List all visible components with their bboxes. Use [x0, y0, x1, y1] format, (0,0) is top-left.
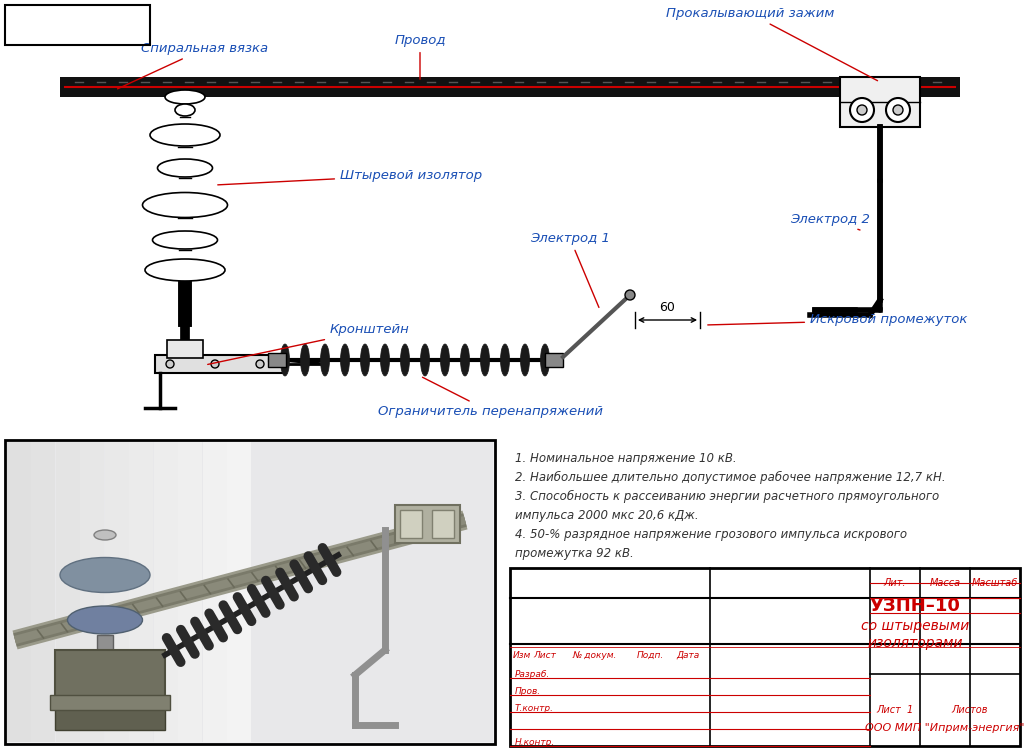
Text: 3. Способность к рассеиванию энергии расчетного прямоугольного: 3. Способность к рассеиванию энергии рас…	[515, 490, 939, 503]
Text: Провод: Провод	[394, 34, 445, 80]
Bar	[129, 442, 153, 742]
Text: УЗПН–10: УЗПН–10	[869, 597, 961, 615]
Ellipse shape	[461, 344, 469, 376]
Text: промежутка 92 кВ.: промежутка 92 кВ.	[515, 547, 634, 560]
Text: Листов: Листов	[951, 705, 988, 715]
Bar	[154, 442, 178, 742]
Bar	[80, 442, 104, 742]
Ellipse shape	[421, 344, 429, 376]
Text: Подп.: Подп.	[636, 650, 664, 659]
Bar	[840, 77, 920, 127]
Circle shape	[850, 98, 874, 122]
Text: Спиральная вязка: Спиральная вязка	[118, 42, 268, 88]
Circle shape	[256, 360, 264, 368]
Circle shape	[893, 105, 903, 115]
Bar	[155, 355, 285, 373]
Text: Разраб.: Разраб.	[515, 670, 550, 679]
Bar	[55, 695, 165, 730]
Bar	[31, 442, 55, 742]
Ellipse shape	[501, 344, 510, 376]
Bar	[56, 442, 80, 742]
Bar	[5, 5, 150, 45]
Text: Пров.: Пров.	[515, 687, 541, 696]
Bar	[510, 568, 1020, 746]
Ellipse shape	[142, 193, 227, 217]
Circle shape	[166, 360, 174, 368]
Bar	[7, 442, 31, 742]
Ellipse shape	[300, 344, 309, 376]
Ellipse shape	[153, 231, 217, 249]
Text: Масштаб: Масштаб	[972, 578, 1018, 588]
Bar	[268, 353, 286, 367]
Bar	[105, 442, 129, 742]
Ellipse shape	[321, 344, 330, 376]
Bar	[55, 650, 165, 700]
Text: № докум.: № докум.	[572, 650, 617, 659]
Circle shape	[211, 360, 219, 368]
Ellipse shape	[341, 344, 349, 376]
Text: Лист: Лист	[534, 650, 556, 659]
Text: 60: 60	[659, 301, 676, 314]
Ellipse shape	[68, 606, 142, 634]
Text: Электрод 2: Электрод 2	[790, 214, 869, 230]
Bar	[5, 440, 495, 744]
Ellipse shape	[145, 259, 225, 281]
Text: Н.контр.: Н.контр.	[515, 738, 555, 747]
Text: импульса 2000 мкс 20,6 кДж.: импульса 2000 мкс 20,6 кДж.	[515, 509, 698, 522]
Ellipse shape	[520, 344, 529, 376]
Ellipse shape	[281, 344, 290, 376]
Text: Прокалывающий зажим: Прокалывающий зажим	[666, 7, 878, 81]
Text: Кронштейн: Кронштейн	[208, 323, 410, 364]
Bar	[400, 510, 422, 538]
Bar	[0, 0, 1024, 430]
Circle shape	[625, 290, 635, 300]
Text: Лист  1: Лист 1	[877, 705, 913, 715]
Ellipse shape	[150, 124, 220, 146]
Ellipse shape	[480, 344, 489, 376]
Ellipse shape	[541, 344, 550, 376]
Text: 2. Наибольшее длительно допустимое рабочее напряжение 12,7 кН.: 2. Наибольшее длительно допустимое рабоч…	[515, 471, 945, 484]
Ellipse shape	[400, 344, 410, 376]
Bar	[432, 510, 454, 538]
Circle shape	[886, 98, 910, 122]
Ellipse shape	[381, 344, 389, 376]
Text: Дата: Дата	[677, 650, 699, 659]
Bar	[7, 442, 493, 742]
Bar	[50, 695, 170, 710]
Ellipse shape	[360, 344, 370, 376]
Text: Изм: Изм	[513, 650, 531, 659]
Text: Искровой промежуток: Искровой промежуток	[708, 314, 968, 326]
Text: Электрод 1: Электрод 1	[530, 232, 610, 308]
Text: со штыревыми: со штыревыми	[861, 619, 969, 633]
Bar	[60, 77, 961, 97]
Bar	[167, 340, 203, 358]
Text: Ограничитель перенапряжений: Ограничитель перенапряжений	[378, 377, 602, 418]
Text: 4. 50-% разрядное напряжение грозового импульса искрового: 4. 50-% разрядное напряжение грозового и…	[515, 528, 907, 541]
Ellipse shape	[60, 557, 150, 592]
Bar	[178, 442, 202, 742]
Text: Штыревой изолятор: Штыревой изолятор	[218, 169, 482, 184]
Bar	[203, 442, 227, 742]
Bar	[395, 505, 460, 543]
Text: Т.контр.: Т.контр.	[515, 704, 554, 713]
Text: 1. Номинальное напряжение 10 кВ.: 1. Номинальное напряжение 10 кВ.	[515, 452, 736, 465]
Ellipse shape	[440, 344, 450, 376]
Circle shape	[857, 105, 867, 115]
Ellipse shape	[175, 104, 195, 116]
Ellipse shape	[158, 159, 213, 177]
Text: Лит.: Лит.	[884, 578, 906, 588]
Text: изоляторами: изоляторами	[867, 636, 963, 650]
Ellipse shape	[94, 530, 116, 540]
Bar	[227, 442, 251, 742]
Ellipse shape	[165, 90, 205, 104]
Text: ООО МИП "Иприм-энергия": ООО МИП "Иприм-энергия"	[865, 723, 1024, 733]
Bar	[97, 635, 113, 675]
Bar	[545, 353, 563, 367]
Text: Масса: Масса	[930, 578, 961, 588]
